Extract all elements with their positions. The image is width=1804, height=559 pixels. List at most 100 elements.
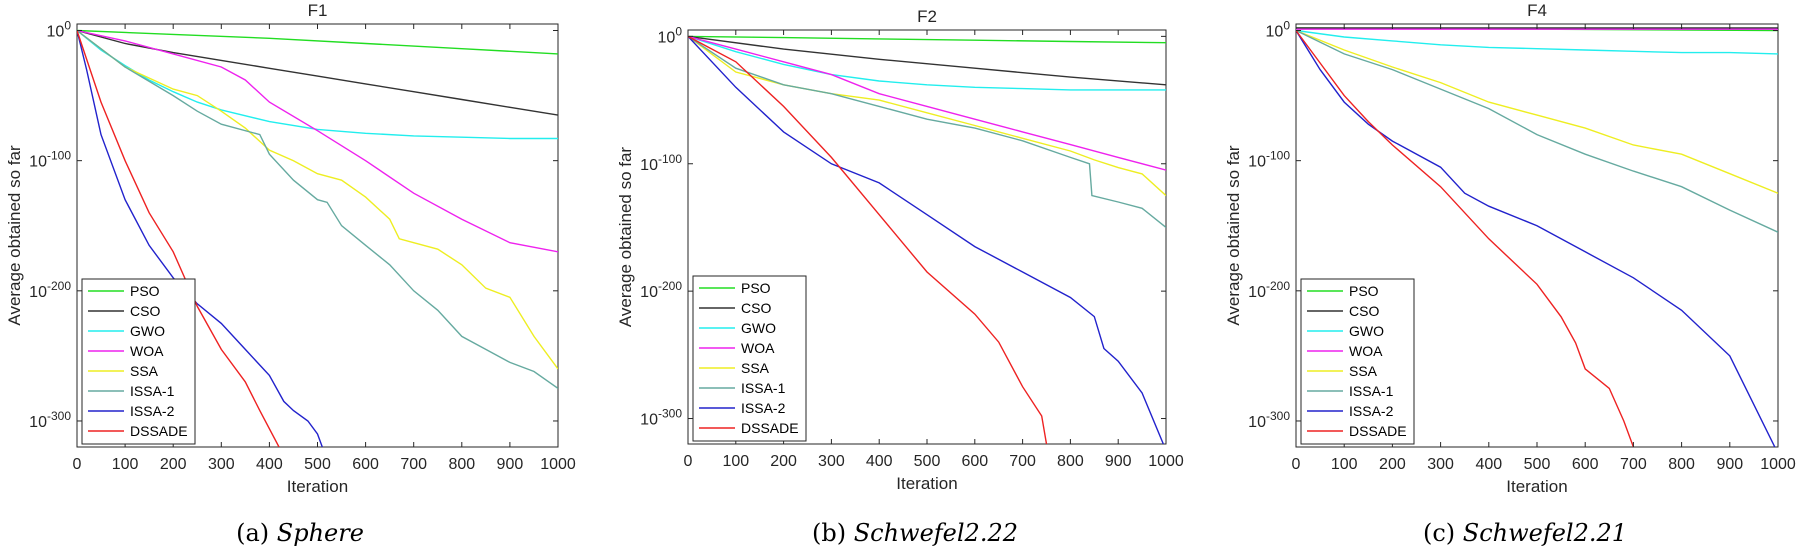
y-tick-label: 10-100 [29, 149, 71, 171]
y-tick-label: 10-300 [640, 407, 682, 429]
x-tick-label: 600 [1572, 456, 1599, 473]
y-tick-label: 10-200 [1248, 279, 1290, 301]
x-tick-label: 700 [1009, 453, 1036, 470]
x-tick-label: 800 [1668, 456, 1695, 473]
chart-panel-1: 0 100 200 300 400 500 600 700 800 900 1000 100 10-10… [5, 1, 576, 547]
y-tick-label: 10-300 [29, 409, 71, 431]
legend: PSO CSO GWO WOA SSA ISSA-1 ISSA-2 DSSADE [81, 278, 196, 445]
x-tick-label: 600 [352, 456, 379, 473]
x-tick-label: 200 [770, 453, 797, 470]
legend-label-woa: WOA [741, 340, 775, 356]
x-tick-label: 700 [400, 456, 427, 473]
legend: PSO CSO GWO WOA SSA ISSA-1 ISSA-2 DSSADE [1300, 278, 1415, 445]
y-tick-label: 100 [658, 24, 683, 46]
series-line-issa-2 [1296, 30, 1776, 447]
legend-box [1300, 278, 1415, 445]
series-line-cso [688, 35, 1166, 86]
series-line-woa [688, 35, 1166, 171]
x-axis-label: Iteration [287, 477, 348, 496]
chart-title: F1 [308, 1, 328, 20]
y-tick-label: 100 [1266, 19, 1291, 41]
x-tick-label: 500 [914, 453, 941, 470]
chart-title: F4 [1527, 1, 1547, 20]
y-tick-label: 100 [47, 19, 72, 41]
legend-label-dssade: DSSADE [1349, 423, 1407, 439]
legend-label-issa-1: ISSA-1 [130, 383, 175, 399]
x-tick-label: 0 [1292, 456, 1301, 473]
y-axis-label: Average obtained so far [616, 147, 635, 328]
y-tick-label: 10-200 [29, 279, 71, 301]
y-axis-label: Average obtained so far [5, 145, 24, 326]
series-line-issa-1 [77, 29, 558, 389]
x-tick-label: 900 [497, 456, 524, 473]
x-tick-label: 200 [1379, 456, 1406, 473]
series-line-gwo [688, 35, 1166, 91]
legend-label-woa: WOA [1349, 343, 1383, 359]
series-line-ssa [1296, 29, 1778, 194]
x-tick-label: 1000 [540, 456, 576, 473]
x-tick-label: 0 [73, 456, 82, 473]
y-tick-label: 10-100 [1248, 149, 1290, 171]
series-group [77, 29, 558, 447]
x-tick-label: 200 [160, 456, 187, 473]
x-tick-label: 300 [1427, 456, 1454, 473]
x-tick-label: 300 [818, 453, 845, 470]
series-line-ssa [77, 29, 558, 370]
chart-panel-2: 0 100 200 300 400 500 600 700 800 900 1000 100 10-10… [616, 7, 1184, 547]
series-line-issa-2 [688, 35, 1165, 444]
legend-box [692, 275, 807, 442]
legend: PSO CSO GWO WOA SSA ISSA-1 ISSA-2 DSSADE [692, 275, 807, 442]
legend-label-pso: PSO [130, 283, 160, 299]
y-tick-label: 10-200 [640, 279, 682, 301]
x-tick-label: 800 [1057, 453, 1084, 470]
subfigure-caption: (c) Schwefel2.21 [1423, 519, 1627, 547]
y-tick-label: 10-100 [640, 152, 682, 174]
series-line-dssade [688, 35, 1048, 444]
x-tick-label: 0 [684, 453, 693, 470]
series-line-dssade [1296, 30, 1635, 447]
x-tick-label: 100 [112, 456, 139, 473]
x-tick-label: 100 [1331, 456, 1358, 473]
y-axis-label: Average obtained so far [1224, 145, 1243, 326]
legend-label-gwo: GWO [1349, 323, 1384, 339]
series-line-issa-2 [77, 30, 323, 447]
x-tick-label: 500 [304, 456, 331, 473]
legend-box [81, 278, 196, 445]
x-tick-label: 400 [1475, 456, 1502, 473]
x-tick-label: 600 [961, 453, 988, 470]
legend-label-gwo: GWO [741, 320, 776, 336]
legend-label-cso: CSO [130, 303, 160, 319]
legend-label-cso: CSO [1349, 303, 1379, 319]
legend-label-issa-2: ISSA-2 [1349, 403, 1394, 419]
x-tick-label: 400 [256, 456, 283, 473]
series-line-pso [77, 29, 558, 55]
x-tick-label: 900 [1105, 453, 1132, 470]
y-tick-label: 10-300 [1248, 409, 1290, 431]
legend-label-ssa: SSA [741, 360, 770, 376]
subfigure-caption: (b) Schwefel2.22 [812, 519, 1018, 547]
x-tick-label: 100 [722, 453, 749, 470]
series-group [688, 35, 1166, 444]
x-tick-label: 1000 [1148, 453, 1184, 470]
x-tick-label: 400 [866, 453, 893, 470]
legend-label-woa: WOA [130, 343, 164, 359]
legend-label-dssade: DSSADE [741, 420, 799, 436]
legend-label-issa-1: ISSA-1 [1349, 383, 1394, 399]
legend-label-issa-1: ISSA-1 [741, 380, 786, 396]
series-line-pso [688, 35, 1166, 44]
subfigure-caption: (a) Sphere [236, 519, 364, 547]
legend-label-pso: PSO [1349, 283, 1379, 299]
x-tick-label: 900 [1716, 456, 1743, 473]
legend-label-gwo: GWO [130, 323, 165, 339]
x-tick-label: 300 [208, 456, 235, 473]
x-axis-label: Iteration [1506, 477, 1567, 496]
legend-label-issa-2: ISSA-2 [130, 403, 175, 419]
legend-label-pso: PSO [741, 280, 771, 296]
x-tick-label: 700 [1620, 456, 1647, 473]
legend-label-dssade: DSSADE [130, 423, 188, 439]
series-line-issa-1 [1296, 29, 1778, 233]
series-line-issa-1 [688, 35, 1166, 228]
series-line-woa [77, 29, 558, 253]
series-line-gwo [1296, 29, 1778, 55]
